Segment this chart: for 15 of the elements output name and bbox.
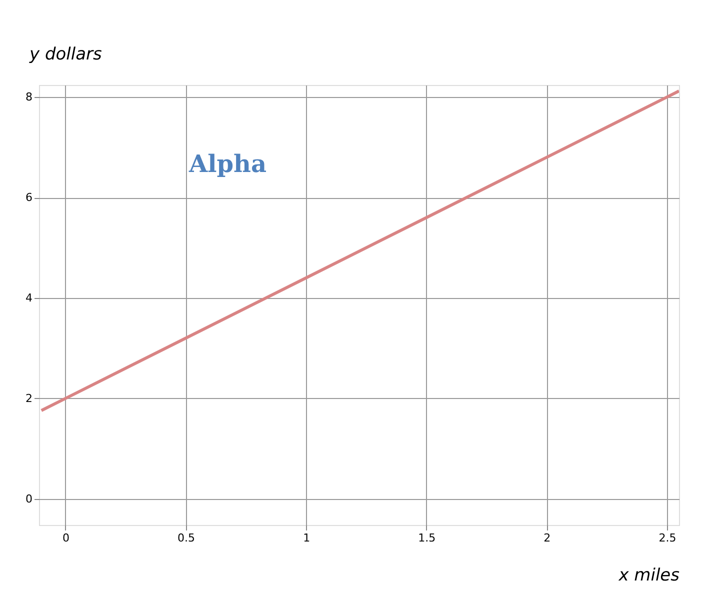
x-axis-title: x miles: [618, 566, 680, 586]
x-tick-label: 0: [62, 532, 70, 544]
y-tick-label: 8: [26, 90, 32, 104]
y-tick-label: 4: [26, 291, 32, 304]
annotation: Alpha: [188, 149, 267, 178]
y-axis-title: y dollars: [28, 44, 102, 64]
x-tick-label: 0.5: [178, 532, 196, 544]
line-series: [40, 90, 679, 412]
x-tick-label: 1: [303, 532, 310, 544]
x-tick-label: 1.5: [418, 532, 436, 544]
y-tick-label: 6: [26, 191, 32, 204]
x-tick-label: 2.5: [658, 532, 676, 544]
y-tick-label: 0: [26, 492, 32, 506]
x-tick-label: 2: [544, 532, 551, 544]
y-tick-label: 2: [26, 392, 32, 405]
